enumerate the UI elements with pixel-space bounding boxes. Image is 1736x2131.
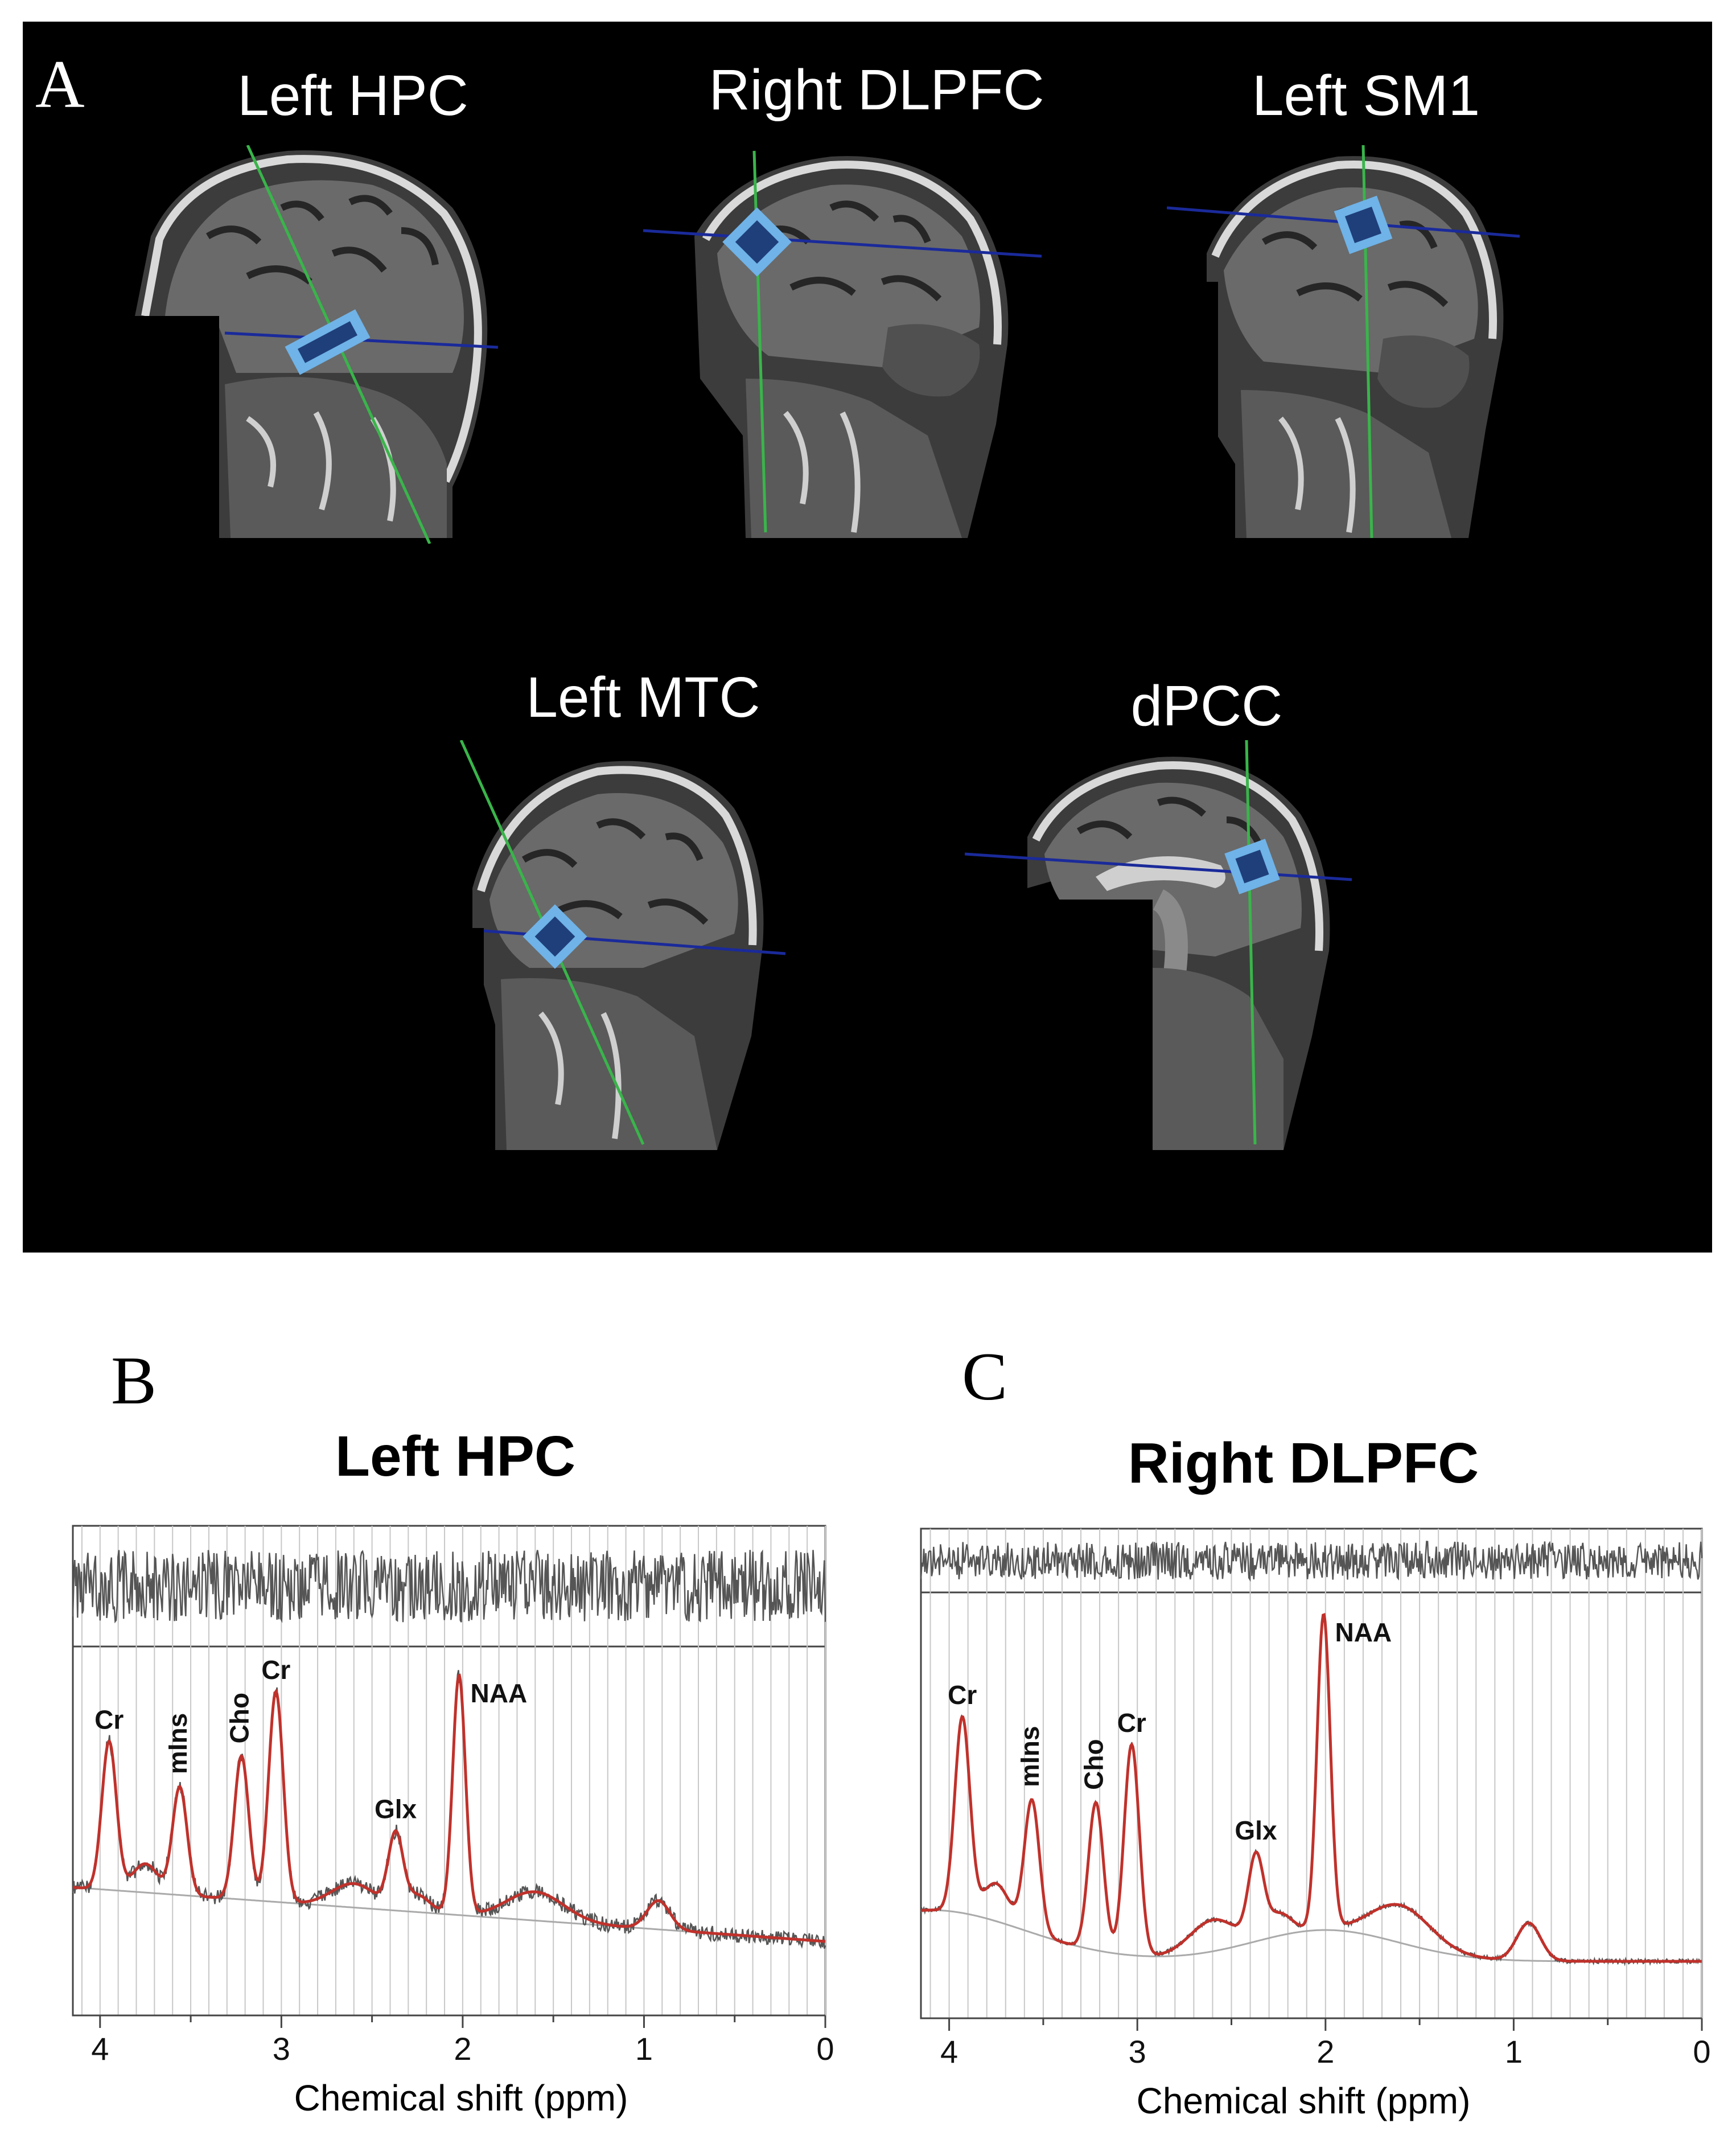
- spectrum-chart-c: Cr mIns Cho Cr Glx NAA 4 3 2 1 0: [920, 1528, 1711, 2070]
- mri-scan-left-sm1: [1167, 145, 1520, 538]
- peak-label: Cr: [94, 1705, 124, 1734]
- scan-title-left-mtc: Left MTC: [526, 666, 760, 729]
- scan-title-right-dlpfc: Right DLPFC: [709, 58, 1044, 122]
- x-tick-label: 3: [273, 2031, 290, 2067]
- plot-frame: [920, 1528, 1703, 2019]
- panel-a-letter: A: [35, 46, 85, 122]
- spectrum-c-xlabel: Chemical shift (ppm): [1136, 2080, 1471, 2121]
- slice-line-blue: [643, 229, 1042, 258]
- peak-label: Cho: [1079, 1739, 1108, 1789]
- mri-scan-left-hpc: [134, 145, 498, 544]
- residual-trace: [72, 1549, 826, 1624]
- peak-label: NAA: [471, 1678, 528, 1708]
- x-tick-label: 0: [816, 2031, 834, 2067]
- neck-tissue: [1241, 390, 1451, 538]
- voxel-marker: [285, 309, 371, 375]
- slice-line-green: [1245, 740, 1257, 1145]
- x-tick-label: 2: [454, 2031, 471, 2067]
- x-tick-label: 4: [940, 2034, 958, 2070]
- neck-tissue: [1153, 968, 1284, 1150]
- panel-c-letter: C: [962, 1338, 1008, 1414]
- skull-outline: [141, 155, 482, 483]
- scan-title-left-hpc: Left HPC: [237, 64, 468, 128]
- mri-scan-dpcc: [965, 740, 1352, 1150]
- neck-tissue: [501, 978, 717, 1150]
- fit-trace: [72, 1673, 826, 1943]
- peak-label: Cr: [1117, 1708, 1146, 1738]
- x-tick-label: 0: [1693, 2034, 1710, 2070]
- slice-line-blue: [965, 852, 1352, 881]
- peak-label: Glx: [375, 1795, 417, 1824]
- x-tick-label: 1: [1505, 2034, 1523, 2070]
- spectrum-c-title: Right DLPFC: [1128, 1431, 1479, 1495]
- peak-label: Cho: [224, 1693, 254, 1743]
- residual-trace: [920, 1541, 1703, 1582]
- cerebellum: [882, 324, 980, 397]
- scan-title-dpcc: dPCC: [1130, 674, 1283, 738]
- mri-scan-right-dlpfc: [643, 139, 1042, 538]
- skull-outline: [477, 766, 757, 946]
- x-tick-label: 2: [1317, 2034, 1334, 2070]
- fit-trace: [921, 1613, 1702, 1963]
- peak-label: mIns: [163, 1713, 192, 1774]
- x-tick-label: 3: [1129, 2034, 1146, 2070]
- peak-label: Cr: [261, 1655, 290, 1685]
- peak-label: mIns: [1015, 1726, 1044, 1787]
- skull-outline: [1211, 161, 1498, 339]
- mri-scan-left-mtc: [450, 740, 791, 1150]
- x-tick-label: 1: [635, 2031, 653, 2067]
- peak-label: NAA: [1335, 1617, 1392, 1647]
- voxel-marker: [1224, 839, 1280, 894]
- x-tick-label: 4: [91, 2031, 109, 2067]
- voxel-marker: [1334, 195, 1393, 254]
- spectrum-b-title: Left HPC: [335, 1424, 576, 1488]
- panel-b-letter: B: [111, 1342, 157, 1418]
- peak-label: Cr: [948, 1680, 977, 1710]
- peak-label: Glx: [1235, 1816, 1277, 1845]
- spectrum-b-xlabel: Chemical shift (ppm): [294, 2077, 628, 2118]
- skull-outline: [702, 161, 1002, 345]
- scan-title-left-sm1: Left SM1: [1252, 64, 1480, 128]
- cerebellum: [1377, 335, 1470, 408]
